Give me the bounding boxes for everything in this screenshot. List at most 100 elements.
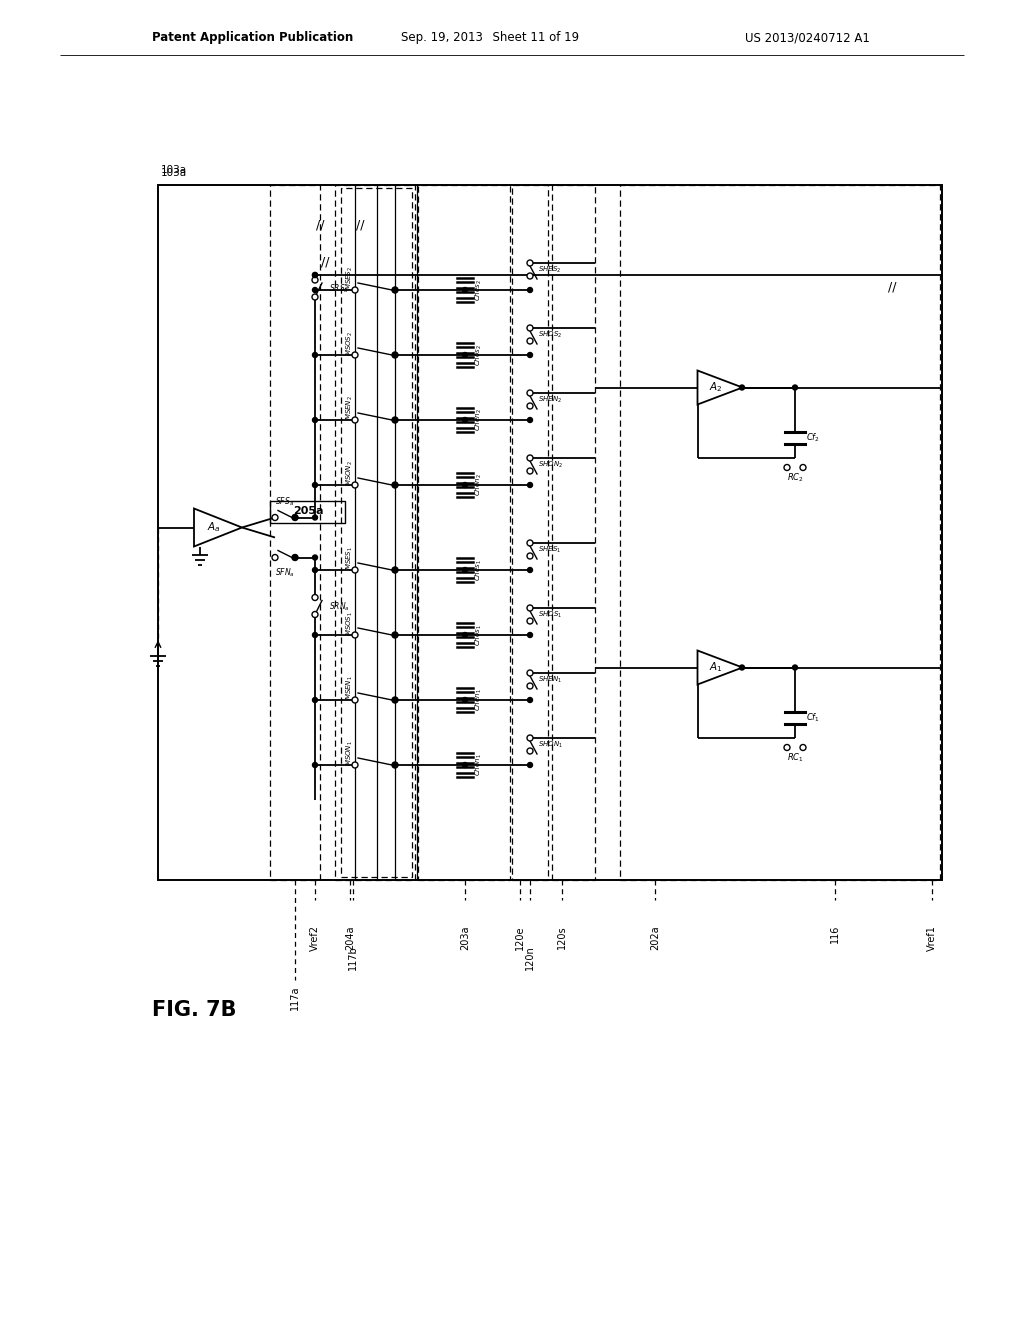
Circle shape: [739, 665, 744, 671]
Circle shape: [800, 465, 806, 470]
Circle shape: [312, 288, 317, 293]
Circle shape: [392, 762, 398, 768]
Circle shape: [312, 632, 317, 638]
Circle shape: [312, 763, 317, 767]
Circle shape: [527, 260, 534, 267]
Text: 120s: 120s: [557, 925, 567, 949]
Circle shape: [784, 465, 790, 470]
Text: $Chon_2$: $Chon_2$: [474, 474, 484, 496]
Circle shape: [527, 483, 532, 487]
Circle shape: [392, 417, 398, 422]
Text: $MSOS_2$: $MSOS_2$: [345, 330, 355, 355]
Circle shape: [352, 568, 358, 573]
Circle shape: [463, 568, 468, 573]
Text: 204a: 204a: [345, 925, 355, 949]
Circle shape: [527, 605, 534, 611]
Text: $SHEN_1$: $SHEN_1$: [538, 675, 562, 685]
Circle shape: [527, 325, 534, 331]
Text: $Chen_2$: $Chen_2$: [474, 409, 484, 432]
Text: 116: 116: [830, 925, 840, 944]
Text: $A_2$: $A_2$: [710, 380, 723, 395]
Circle shape: [527, 671, 534, 676]
Text: $SRN_a$: $SRN_a$: [329, 601, 350, 612]
Text: $SHES_1$: $SHES_1$: [538, 545, 561, 556]
Circle shape: [463, 632, 468, 638]
Circle shape: [392, 632, 397, 638]
Circle shape: [272, 554, 278, 561]
Polygon shape: [697, 371, 742, 404]
Circle shape: [527, 352, 532, 358]
Circle shape: [527, 697, 532, 702]
Circle shape: [312, 594, 318, 601]
Circle shape: [293, 515, 298, 520]
Circle shape: [312, 272, 317, 277]
Circle shape: [392, 568, 397, 573]
Circle shape: [527, 288, 532, 293]
Circle shape: [312, 272, 317, 277]
Circle shape: [352, 762, 358, 768]
Circle shape: [527, 618, 534, 624]
Text: $MSES_1$: $MSES_1$: [345, 546, 355, 570]
Text: 120e: 120e: [515, 925, 525, 949]
Text: Vref1: Vref1: [927, 925, 937, 950]
Circle shape: [527, 403, 534, 409]
Text: $MSES_2$: $MSES_2$: [345, 267, 355, 290]
Text: FIG. 7B: FIG. 7B: [152, 1001, 237, 1020]
Text: US 2013/0240712 A1: US 2013/0240712 A1: [745, 32, 870, 45]
Circle shape: [352, 632, 358, 638]
Circle shape: [527, 338, 534, 345]
Circle shape: [527, 273, 534, 279]
Circle shape: [392, 697, 397, 702]
Text: //: //: [888, 281, 896, 293]
Text: $Chos_1$: $Chos_1$: [474, 624, 484, 645]
Circle shape: [392, 697, 398, 704]
Circle shape: [352, 697, 358, 704]
Circle shape: [352, 352, 358, 358]
Circle shape: [463, 483, 468, 487]
Circle shape: [392, 352, 397, 358]
Circle shape: [527, 682, 534, 689]
Circle shape: [463, 697, 468, 702]
Text: $Chos_2$: $Chos_2$: [474, 345, 484, 366]
Circle shape: [527, 763, 532, 767]
Text: $Cf_2$: $Cf_2$: [806, 432, 820, 444]
Circle shape: [527, 735, 534, 741]
Circle shape: [312, 568, 317, 573]
Text: $SHON_1$: $SHON_1$: [538, 741, 563, 750]
Text: 117b: 117b: [348, 945, 358, 970]
Circle shape: [352, 417, 358, 422]
Text: $MSEN_1$: $MSEN_1$: [345, 676, 355, 701]
Polygon shape: [194, 508, 242, 546]
Circle shape: [527, 632, 532, 638]
Polygon shape: [697, 651, 742, 685]
Text: $A_a$: $A_a$: [207, 520, 221, 535]
Text: $SFS_a$: $SFS_a$: [275, 495, 295, 508]
Text: $SHON_2$: $SHON_2$: [538, 459, 563, 470]
Text: $SHEN_2$: $SHEN_2$: [538, 395, 562, 405]
Circle shape: [392, 417, 397, 422]
Text: $SHOS_2$: $SHOS_2$: [538, 330, 562, 341]
Text: $A_1$: $A_1$: [710, 660, 723, 675]
Text: $MSON_1$: $MSON_1$: [345, 741, 355, 766]
Circle shape: [312, 611, 318, 618]
Circle shape: [392, 286, 398, 293]
Circle shape: [293, 554, 298, 560]
Circle shape: [392, 763, 397, 767]
Circle shape: [312, 417, 317, 422]
Circle shape: [392, 352, 398, 358]
Circle shape: [784, 744, 790, 751]
Text: 117a: 117a: [290, 985, 300, 1010]
Circle shape: [463, 288, 468, 293]
Circle shape: [392, 482, 398, 488]
Text: Patent Application Publication: Patent Application Publication: [152, 32, 353, 45]
Text: 103a: 103a: [161, 168, 187, 178]
Text: 120n: 120n: [525, 945, 535, 970]
Text: $Cf_1$: $Cf_1$: [806, 711, 820, 723]
Circle shape: [800, 744, 806, 751]
Text: $SHES_2$: $SHES_2$: [538, 265, 561, 275]
Circle shape: [527, 748, 534, 754]
Circle shape: [527, 540, 534, 546]
Text: 103a: 103a: [161, 165, 187, 176]
Text: //: //: [315, 219, 325, 231]
Text: $SRS_a$: $SRS_a$: [329, 282, 349, 296]
